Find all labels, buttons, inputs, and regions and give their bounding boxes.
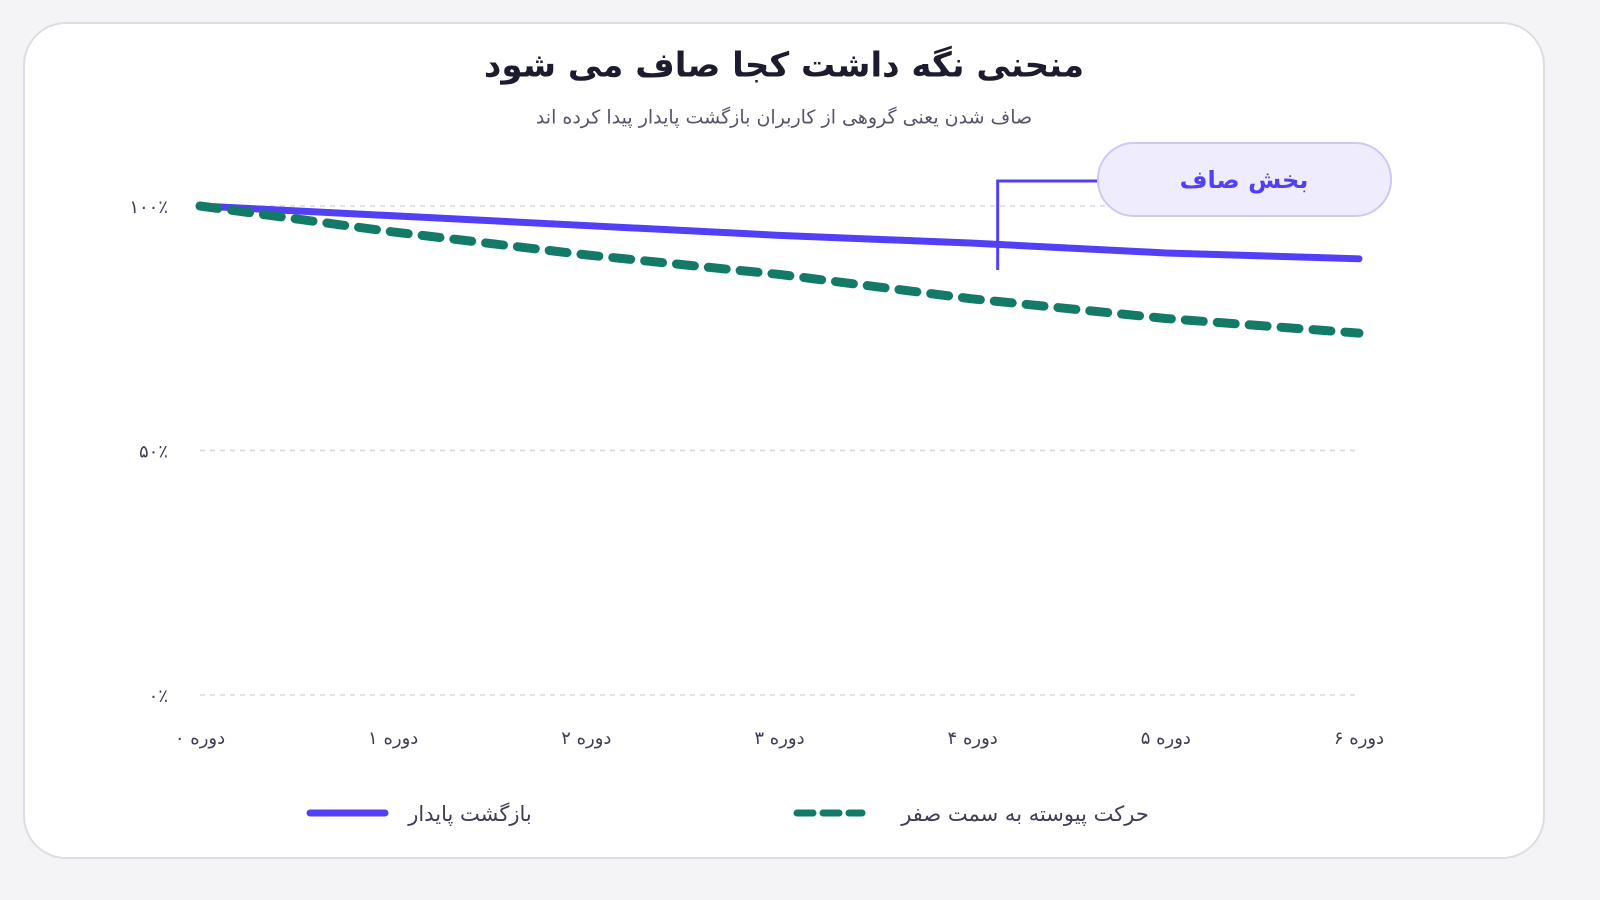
x-tick-label: دوره ۶: [1334, 728, 1384, 749]
x-tick-label: دوره ۵: [1141, 728, 1191, 749]
x-tick-label: دوره ۴: [948, 728, 998, 749]
annotation-text: بخش صاف: [1180, 166, 1309, 194]
chart-subtitle: صاف شدن یعنی گروهی از کاربران بازگشت پای…: [536, 106, 1032, 129]
annotation-box: [1097, 142, 1392, 217]
legend-label: حرکت پیوسته به سمت صفر: [900, 802, 1149, 826]
line-series: [195, 201, 1364, 338]
y-tick-label: ۰٪: [149, 686, 168, 707]
y-tick-label: ۵۰٪: [139, 442, 168, 463]
x-tick-label: دوره ۳: [754, 728, 804, 749]
x-tick-label: دوره ۲: [561, 728, 611, 749]
chart-title: منحنی نگه داشت کجا صاف می شود: [484, 46, 1084, 86]
annotation-connector: [996, 179, 1098, 270]
y-tick-label: ۱۰۰٪: [129, 197, 168, 218]
x-tick-label: دوره ۰: [175, 728, 225, 749]
x-tick-label: دوره ۱: [368, 728, 418, 749]
line-series: [196, 202, 1363, 263]
legend-label: بازگشت پایدار: [407, 802, 532, 826]
